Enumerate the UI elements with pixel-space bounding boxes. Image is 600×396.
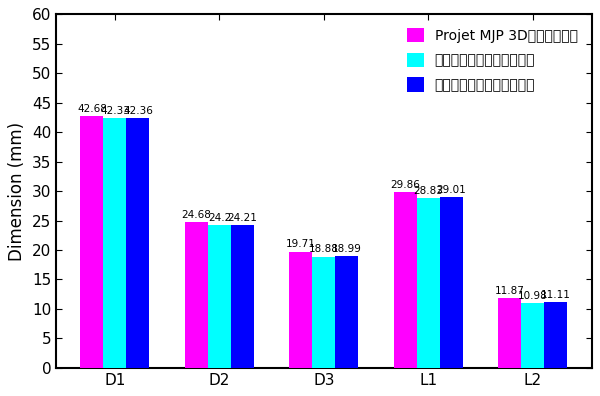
Text: 42.68: 42.68 <box>77 104 107 114</box>
Text: 19.71: 19.71 <box>286 239 316 249</box>
Bar <box>544 303 568 368</box>
Bar <box>440 197 463 368</box>
Legend: Projet MJP 3D列印卡榫蟟形, 第一次翻製卡榫蟟型平均値, 第二次翻製卡榫蟟型平均値: Projet MJP 3D列印卡榫蟟形, 第一次翻製卡榫蟟型平均値, 第二次翻製… <box>400 21 585 99</box>
Text: 24.2: 24.2 <box>208 213 231 223</box>
Text: 28.83: 28.83 <box>413 186 443 196</box>
Bar <box>127 118 149 368</box>
Bar <box>499 298 521 368</box>
Bar <box>208 225 231 368</box>
Text: 24.21: 24.21 <box>227 213 257 223</box>
Bar <box>80 116 103 368</box>
Text: 29.86: 29.86 <box>391 179 421 190</box>
Y-axis label: Dimension (mm): Dimension (mm) <box>8 122 26 261</box>
Text: 24.68: 24.68 <box>181 210 211 220</box>
Text: 42.36: 42.36 <box>123 106 153 116</box>
Bar <box>103 118 127 368</box>
Bar <box>231 225 254 368</box>
Bar <box>289 252 313 368</box>
Bar <box>394 192 417 368</box>
Text: 42.33: 42.33 <box>100 106 130 116</box>
Bar <box>335 256 358 368</box>
Text: 11.11: 11.11 <box>541 290 571 300</box>
Bar <box>417 198 440 368</box>
Bar <box>521 303 544 368</box>
Bar <box>185 223 208 368</box>
Text: 29.01: 29.01 <box>436 185 466 194</box>
Text: 11.87: 11.87 <box>495 286 525 295</box>
Text: 18.99: 18.99 <box>332 244 362 253</box>
Bar <box>313 257 335 368</box>
Text: 18.88: 18.88 <box>309 244 339 254</box>
Text: 10.98: 10.98 <box>518 291 548 301</box>
